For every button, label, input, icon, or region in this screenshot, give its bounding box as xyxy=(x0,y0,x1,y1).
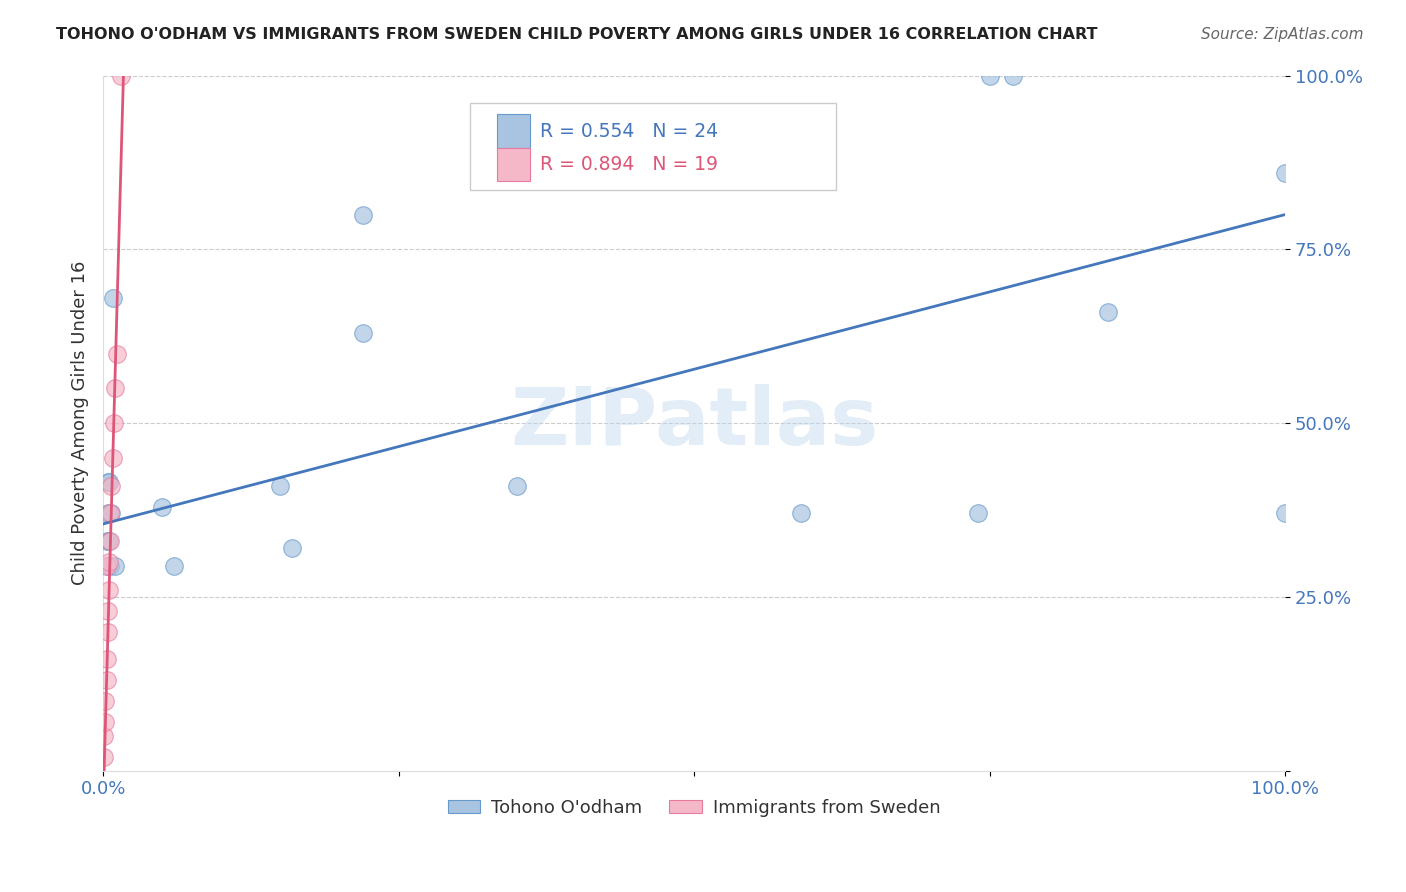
Point xyxy=(98,507,121,521)
Point xyxy=(163,558,186,573)
Point xyxy=(281,541,304,556)
Point xyxy=(93,729,115,743)
Point xyxy=(110,69,132,83)
Point xyxy=(352,326,374,340)
Point xyxy=(98,558,121,573)
Point xyxy=(100,507,122,521)
Point xyxy=(98,555,121,569)
Point xyxy=(352,208,374,222)
Point xyxy=(103,416,125,430)
Point xyxy=(1274,166,1296,180)
Point xyxy=(100,478,122,492)
Point xyxy=(1274,507,1296,521)
Point xyxy=(979,69,1001,83)
Point xyxy=(1002,69,1025,83)
Point xyxy=(98,534,121,549)
Point xyxy=(269,478,291,492)
Point xyxy=(93,749,115,764)
FancyBboxPatch shape xyxy=(496,148,530,181)
Point xyxy=(97,507,120,521)
Point xyxy=(97,624,120,639)
FancyBboxPatch shape xyxy=(470,103,837,190)
Point xyxy=(98,534,121,549)
Point xyxy=(1097,305,1119,319)
Y-axis label: Child Poverty Among Girls Under 16: Child Poverty Among Girls Under 16 xyxy=(72,261,89,585)
Point xyxy=(966,507,988,521)
Legend: Tohono O'odham, Immigrants from Sweden: Tohono O'odham, Immigrants from Sweden xyxy=(440,792,948,824)
Point xyxy=(789,507,811,521)
Text: R = 0.554   N = 24: R = 0.554 N = 24 xyxy=(540,121,718,141)
Text: R = 0.894   N = 19: R = 0.894 N = 19 xyxy=(540,155,718,174)
Text: Source: ZipAtlas.com: Source: ZipAtlas.com xyxy=(1201,27,1364,42)
Point xyxy=(96,558,118,573)
Point xyxy=(104,558,127,573)
Point xyxy=(96,558,118,573)
Text: TOHONO O'ODHAM VS IMMIGRANTS FROM SWEDEN CHILD POVERTY AMONG GIRLS UNDER 16 CORR: TOHONO O'ODHAM VS IMMIGRANTS FROM SWEDEN… xyxy=(56,27,1098,42)
Point xyxy=(96,534,118,549)
Point xyxy=(98,582,121,597)
Point xyxy=(105,346,128,360)
Point xyxy=(94,694,117,708)
Point xyxy=(506,478,529,492)
Point xyxy=(101,450,124,465)
Point xyxy=(97,475,120,490)
Point xyxy=(104,381,127,395)
Point xyxy=(94,714,117,729)
Text: ZIPatlas: ZIPatlas xyxy=(510,384,879,462)
Point xyxy=(97,604,120,618)
Point xyxy=(96,652,118,666)
Point xyxy=(98,475,121,490)
Point xyxy=(101,291,124,305)
FancyBboxPatch shape xyxy=(496,114,530,148)
Point xyxy=(96,673,118,688)
Point xyxy=(150,500,173,514)
